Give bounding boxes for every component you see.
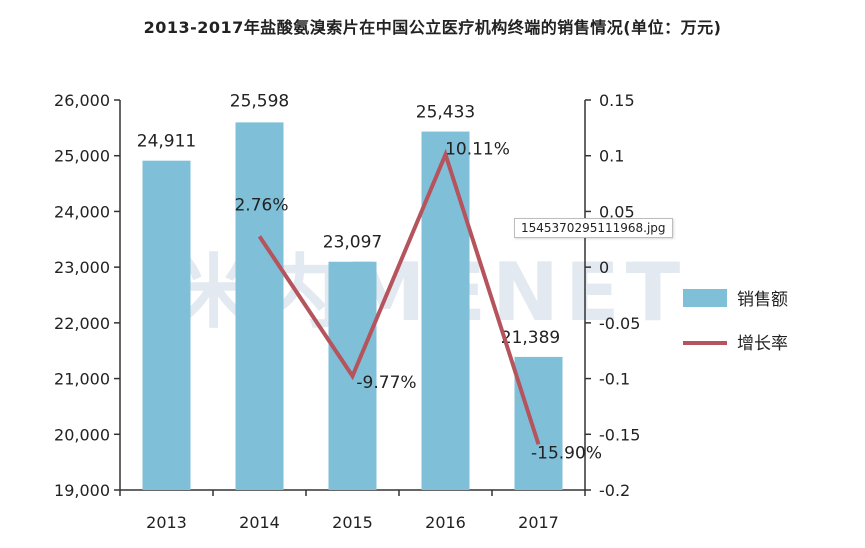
bar-data-label: 25,598 [230,91,289,111]
filename-tooltip: 1545370295111968.jpg [514,218,673,238]
right-tick-label: 0.15 [599,91,635,110]
left-tick-label: 19,000 [54,481,110,500]
x-tick-label: 2016 [425,513,466,532]
bar [142,160,191,490]
bar-data-label: 25,433 [416,103,475,123]
left-tick-label: 20,000 [54,425,110,444]
x-tick-label: 2015 [332,513,373,532]
x-tick-label: 2017 [518,513,559,532]
right-tick-label: -0.15 [599,425,640,444]
line-data-label: 10.11% [445,139,510,159]
bar [235,122,284,490]
line-data-label: 2.76% [234,195,288,215]
bar-data-label: 21,389 [501,328,560,348]
line-data-label: -15.90% [531,443,602,463]
right-tick-label: -0.2 [599,481,630,500]
x-tick-label: 2014 [239,513,280,532]
right-tick-label: 0.1 [599,147,624,166]
right-tick-label: -0.05 [599,314,640,333]
right-tick-label: 0.05 [599,202,635,221]
left-tick-label: 21,000 [54,370,110,389]
left-tick-label: 26,000 [54,91,110,110]
legend-bar-label: 销售额 [737,290,788,310]
left-tick-label: 25,000 [54,147,110,166]
left-tick-label: 24,000 [54,202,110,221]
legend-bar-swatch [683,289,727,307]
bar [421,131,470,490]
x-tick-label: 2013 [146,513,187,532]
chart-title: 2013-2017年盐酸氨溴索片在中国公立医疗机构终端的销售情况(单位：万元) [143,18,722,37]
growth-line [257,148,541,445]
right-tick-label: -0.1 [599,370,630,389]
bar-data-label: 24,911 [137,132,196,152]
bar-data-label: 23,097 [323,233,382,253]
right-tick-label: 0 [599,258,609,277]
left-tick-label: 22,000 [54,314,110,333]
legend-line-label: 增长率 [737,334,788,354]
bar [514,356,563,490]
left-tick-label: 23,000 [54,258,110,277]
line-data-label: -9.77% [356,373,416,393]
